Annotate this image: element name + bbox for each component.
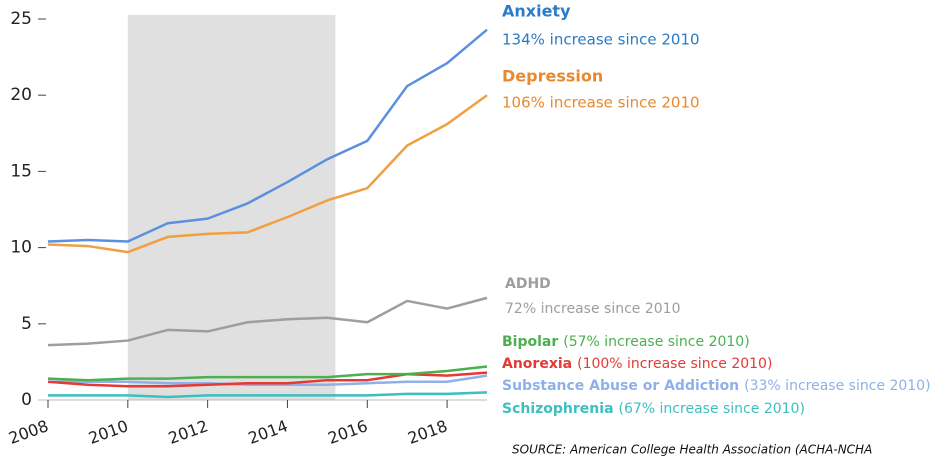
series-label: Anorexia (100% increase since 2010) [502, 356, 772, 372]
series-name: ADHD [505, 276, 551, 292]
x-tick-label: 2014 [246, 416, 291, 448]
y-tick-label: 15 [10, 161, 32, 181]
x-tick-label: 2018 [405, 416, 450, 448]
series-line [47, 94, 488, 254]
y-tick-label: 0 [21, 390, 32, 410]
series-label: Schizophrenia (67% increase since 2010) [502, 401, 805, 417]
y-tick-label: 5 [21, 314, 32, 334]
y-tick-label: 25 [10, 9, 32, 29]
x-tick-label: 2012 [166, 416, 211, 448]
series-name: Depression [502, 67, 603, 86]
x-tick-label: 2010 [86, 416, 131, 448]
series-name: Schizophrenia [502, 401, 614, 417]
series-name: Bipolar [502, 334, 558, 350]
series-line [47, 28, 488, 243]
shaded-period [127, 15, 336, 400]
series-line [48, 391, 488, 399]
series-label: Substance Abuse or Addiction (33% increas… [502, 378, 931, 394]
x-tick-label: 2008 [6, 416, 51, 448]
x-tick-label: 2016 [325, 416, 370, 448]
series-note: (33% increase since 2010) [744, 378, 930, 394]
series-note: 106% increase since 2010 [502, 94, 700, 112]
series-note: 72% increase since 2010 [505, 301, 680, 317]
series-line [47, 365, 488, 382]
series-line [48, 374, 488, 387]
series-note: (57% increase since 2010) [563, 334, 749, 350]
y-tick-label: 20 [10, 85, 32, 105]
series-name: Substance Abuse or Addiction [502, 378, 739, 394]
series-note: 134% increase since 2010 [502, 31, 700, 49]
series-line [47, 296, 488, 347]
series-label: Bipolar (57% increase since 2010) [502, 334, 750, 350]
series-name: Anxiety [502, 2, 571, 21]
series-name: Anorexia [502, 356, 572, 372]
source: SOURCE: American College Health Associat… [512, 443, 872, 457]
series-note: (100% increase since 2010) [577, 356, 772, 372]
y-tick-label: 10 [10, 238, 32, 258]
series-note: (67% increase since 2010) [619, 401, 805, 417]
